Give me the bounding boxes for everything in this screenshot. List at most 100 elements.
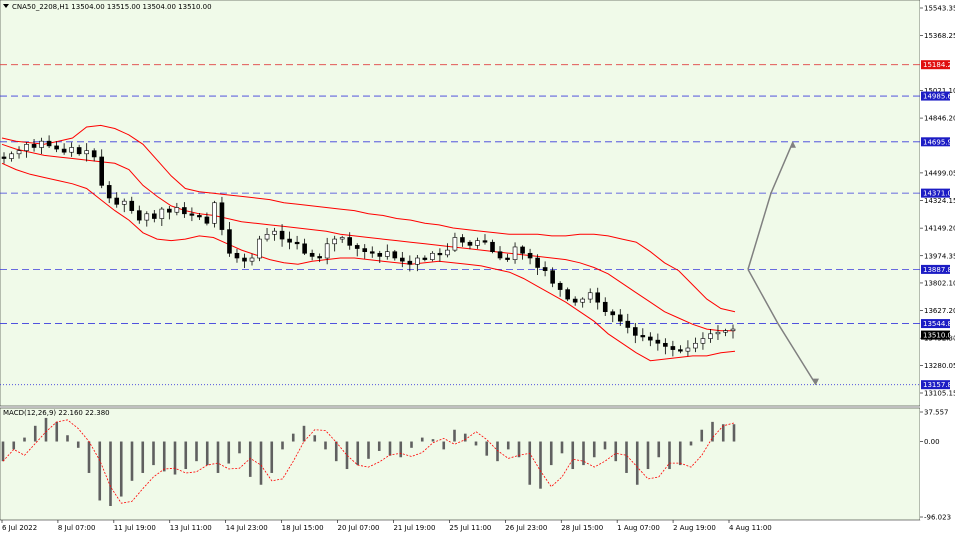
time-tick-label: 11 Jul 19:00	[114, 524, 156, 532]
level-price-tags: 15184.26 14985.62 14695.99 14371.01 13887.88…	[921, 60, 955, 390]
forecast-arrowhead	[813, 378, 819, 385]
candle-body	[219, 202, 225, 230]
macd-tick-label: 0.00	[924, 438, 940, 446]
bollinger-lower-band	[1, 162, 736, 362]
candle-body	[400, 257, 405, 262]
candle-body	[572, 298, 578, 303]
candle-body	[332, 238, 337, 245]
candle-body	[505, 257, 510, 260]
candle-body	[249, 257, 255, 262]
candle-body	[362, 248, 368, 253]
candle-body	[264, 234, 270, 240]
forecast-arrowhead	[790, 141, 796, 148]
macd-signal-line	[2, 419, 735, 504]
price-tick-label: 13105.15	[924, 390, 955, 398]
candle-body	[430, 252, 435, 260]
candle-body	[61, 148, 67, 153]
current-price-tag	[921, 330, 950, 340]
candle-body	[715, 331, 721, 335]
candle-body	[324, 243, 330, 259]
candle-body	[587, 292, 593, 300]
macd-histogram	[1, 417, 736, 506]
candle-body	[723, 330, 728, 333]
time-tick-label: 2 Aug 19:00	[673, 524, 716, 532]
macd-tick-label: -96.023	[924, 514, 951, 522]
candle-body	[144, 213, 150, 221]
candle-body	[482, 240, 488, 243]
time-tick-label: 14 Jul 23:00	[226, 524, 268, 532]
candle-body	[121, 200, 127, 205]
level-price-tag-label: 13544.84	[923, 320, 955, 328]
bollinger-upper-band	[1, 124, 736, 313]
candle-body	[565, 289, 570, 300]
level-price-tag-label: 15184.26	[923, 61, 955, 69]
time-tick-label: 20 Jul 07:00	[338, 524, 380, 532]
candle-body	[685, 347, 691, 352]
level-price-tag	[921, 264, 950, 274]
candle-body	[422, 257, 428, 260]
time-tick-label: 8 Jul 07:00	[58, 524, 96, 532]
candle-body	[369, 251, 375, 254]
candle-body	[54, 145, 59, 150]
macd-tick-label: 37.557	[924, 409, 949, 417]
candle-body	[257, 238, 262, 259]
candle-body	[46, 140, 52, 147]
candle-body	[84, 150, 89, 155]
level-price-tag	[921, 60, 950, 70]
candle-body	[467, 241, 473, 246]
price-tick-label: 14846.20	[924, 115, 955, 123]
price-axis-background	[920, 0, 955, 520]
candle-body	[437, 252, 443, 256]
candle-body	[407, 260, 413, 265]
candle-body	[512, 246, 518, 260]
candle-body	[497, 251, 503, 259]
price-tick-label: 15021.10	[924, 87, 955, 95]
candle-body	[625, 320, 631, 328]
level-price-tag-label: 13887.88	[923, 266, 955, 274]
collapse-triangle-icon[interactable]	[3, 4, 9, 8]
price-tick-label: 13280.05	[924, 362, 955, 370]
horizontal-levels	[0, 64, 920, 386]
time-tick-label: 21 Jul 19:00	[393, 524, 435, 532]
candle-body	[648, 336, 653, 341]
time-axis-ticks: 6 Jul 2022 8 Jul 07:00 11 Jul 19:00 13 Jul …	[1, 520, 772, 532]
candle-body	[460, 237, 465, 243]
candle-body	[39, 140, 44, 148]
bollinger-middle-band	[1, 143, 735, 332]
candle-body	[167, 208, 172, 213]
level-price-tag	[921, 380, 950, 390]
candle-body	[445, 249, 450, 256]
macd-plot-background	[0, 407, 921, 521]
level-price-tag	[921, 188, 950, 198]
candle-body	[159, 208, 165, 219]
candle-body	[279, 230, 285, 240]
level-price-tag	[921, 137, 950, 147]
candle-body	[189, 213, 195, 216]
candle-body	[475, 240, 480, 246]
candle-body	[76, 147, 82, 155]
time-tick-label: 26 Jul 23:00	[505, 524, 547, 532]
time-tick-label: 4 Aug 11:00	[729, 524, 772, 532]
candle-body	[527, 252, 533, 259]
level-price-tag	[921, 319, 950, 329]
candle-body	[708, 333, 713, 339]
candle-body	[234, 252, 240, 259]
candle-body	[655, 339, 661, 344]
candle-body	[632, 327, 638, 336]
macd-axis-ticks: 37.557 0.00 -96.023	[920, 409, 951, 522]
candle-body	[557, 282, 563, 290]
candle-body	[69, 147, 74, 153]
level-price-tag-label: 14695.99	[923, 138, 955, 146]
candle-body	[317, 256, 322, 259]
main-plot-background	[0, 0, 921, 407]
candle-body	[354, 245, 360, 249]
candle-body	[106, 185, 112, 199]
candle-body	[347, 237, 353, 246]
price-tick-label: 13974.35	[924, 252, 955, 260]
price-tick-label: 14499.05	[924, 169, 955, 177]
price-tick-label: 14149.20	[924, 225, 955, 233]
candle-body	[31, 144, 37, 148]
forecast-path	[747, 141, 794, 270]
candle-body	[114, 197, 120, 205]
